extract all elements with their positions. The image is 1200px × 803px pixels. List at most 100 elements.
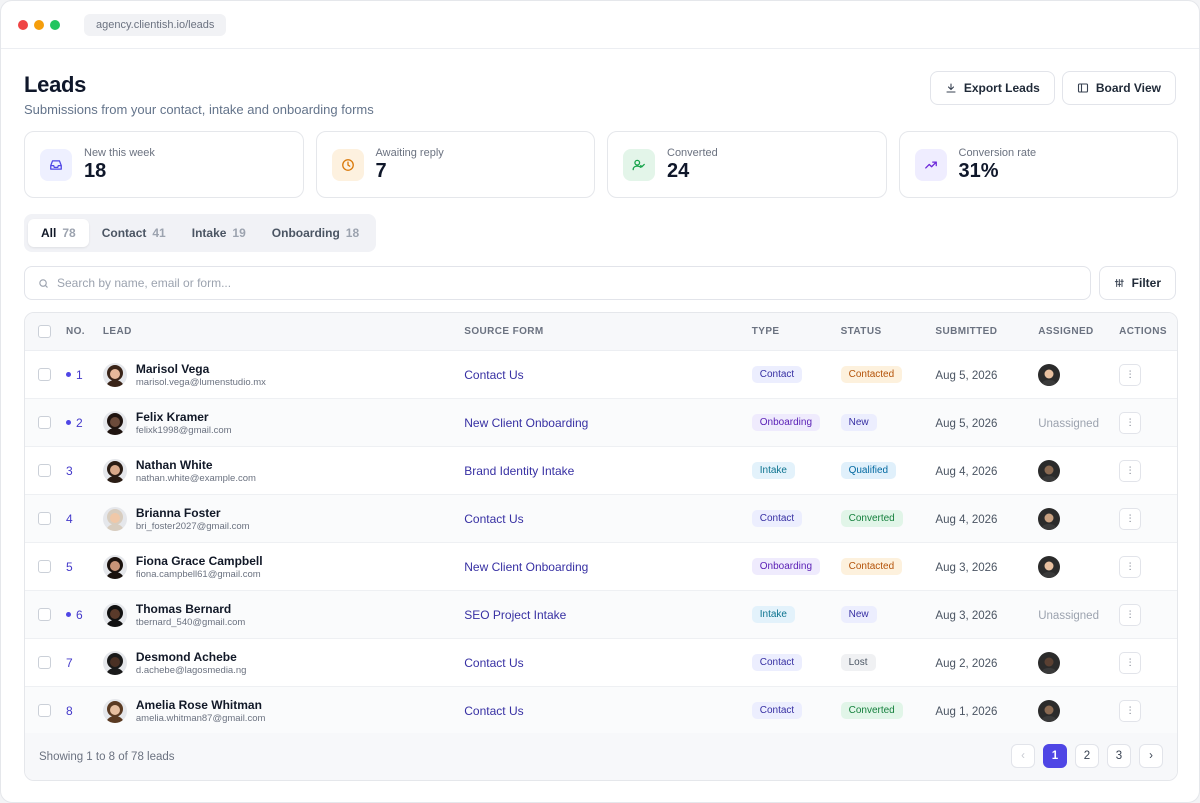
unread-dot <box>65 612 71 617</box>
row-checkbox[interactable] <box>38 608 51 621</box>
status-badge: Converted <box>840 702 903 719</box>
lead-name[interactable]: Brianna Foster <box>135 505 221 520</box>
close-window-icon[interactable] <box>18 19 28 30</box>
board-view-button[interactable]: Board View <box>1061 71 1176 105</box>
assignee-avatar[interactable] <box>1038 507 1061 530</box>
column-header-type[interactable]: TYPE <box>751 326 780 337</box>
avatar <box>102 698 127 723</box>
column-header-assigned[interactable]: ASSIGNED <box>1038 326 1094 337</box>
row-actions-button[interactable]: ⋮ <box>1119 363 1142 386</box>
select-all-checkbox[interactable] <box>38 325 51 338</box>
type-badge: Contact <box>751 510 803 527</box>
source-form-link[interactable]: Contact Us <box>464 367 524 382</box>
table-row[interactable]: 4 Brianna Foster bri_foster2027@gmail.com… <box>25 495 1177 543</box>
status-badge: New <box>840 606 877 623</box>
tab-onboarding[interactable]: Onboarding 18 <box>259 219 372 247</box>
filter-button[interactable]: Filter <box>1099 266 1176 300</box>
tab-intake[interactable]: Intake 19 <box>179 219 259 247</box>
row-actions-button[interactable]: ⋮ <box>1119 459 1142 482</box>
column-header-lead[interactable]: LEAD <box>102 326 132 337</box>
prev-page-button[interactable]: ‹ <box>1011 744 1035 768</box>
page-2-button[interactable]: 2 <box>1075 744 1099 768</box>
status-badge: New <box>840 414 877 431</box>
row-actions-button[interactable]: ⋮ <box>1119 603 1142 626</box>
table-row[interactable]: 8 Amelia Rose Whitman amelia.whitman87@gm… <box>25 687 1177 735</box>
table-row[interactable]: 1 Marisol Vega marisol.vega@lumenstudio.m… <box>25 351 1177 399</box>
lead-name[interactable]: Thomas Bernard <box>135 601 232 616</box>
assignee-avatar[interactable] <box>1038 363 1061 386</box>
minimize-window-icon[interactable] <box>34 19 44 30</box>
stat-card-awaiting: Awaiting reply 7 <box>315 131 595 198</box>
type-badge: Intake <box>751 462 795 479</box>
column-header-no[interactable]: NO. <box>65 326 85 337</box>
row-checkbox[interactable] <box>38 656 51 669</box>
row-actions-button[interactable]: ⋮ <box>1119 411 1142 434</box>
lead-name[interactable]: Marisol Vega <box>135 361 210 376</box>
source-form-link[interactable]: Contact Us <box>464 703 524 718</box>
status-badge: Converted <box>840 510 903 527</box>
column-header-status[interactable]: STATUS <box>840 326 882 337</box>
table-row[interactable]: 2 Felix Kramer felixk1998@gmail.com New C… <box>25 399 1177 447</box>
inbox-icon <box>50 159 62 170</box>
source-form-link[interactable]: SEO Project Intake <box>464 607 567 622</box>
maximize-window-icon[interactable] <box>50 19 60 30</box>
row-checkbox[interactable] <box>38 416 51 429</box>
row-checkbox[interactable] <box>38 512 51 525</box>
assignee-avatar[interactable] <box>1038 699 1061 722</box>
tab-contact[interactable]: Contact 41 <box>89 219 179 247</box>
more-vertical-icon: ⋮ <box>1125 513 1135 523</box>
source-form-link[interactable]: Contact Us <box>464 655 524 670</box>
lead-name[interactable]: Felix Kramer <box>135 409 209 424</box>
lead-email: felixk1998@gmail.com <box>135 424 232 436</box>
submitted-date: Aug 3, 2026 <box>935 609 998 622</box>
next-page-button[interactable]: › <box>1139 744 1163 768</box>
source-form-link[interactable]: New Client Onboarding <box>464 415 589 430</box>
lead-name[interactable]: Amelia Rose Whitman <box>135 697 262 712</box>
status-badge: Qualified <box>840 462 897 479</box>
search-input[interactable] <box>57 276 957 290</box>
source-form-link[interactable]: New Client Onboarding <box>464 559 589 574</box>
table-row[interactable]: 3 Nathan White nathan.white@example.com B… <box>25 447 1177 495</box>
avatar <box>102 410 127 435</box>
lead-name[interactable]: Fiona Grace Campbell <box>135 553 263 568</box>
row-number: 6 <box>75 607 83 622</box>
tab-count: 78 <box>62 226 76 240</box>
table-row[interactable]: 6 Thomas Bernard tbernard_540@gmail.com S… <box>25 591 1177 639</box>
unread-dot <box>65 420 71 425</box>
more-vertical-icon: ⋮ <box>1125 417 1135 427</box>
avatar <box>102 650 127 675</box>
tab-all[interactable]: All 78 <box>28 219 89 247</box>
tab-label: All <box>41 226 57 240</box>
row-actions-button[interactable]: ⋮ <box>1119 507 1142 530</box>
export-leads-button[interactable]: Export Leads <box>929 71 1055 105</box>
stat-value: 18 <box>84 159 107 182</box>
status-badge: Lost <box>840 654 876 671</box>
row-checkbox[interactable] <box>38 464 51 477</box>
address-bar[interactable]: agency.clientish.io/leads <box>84 13 227 36</box>
lead-email: nathan.white@example.com <box>135 472 256 484</box>
column-header-submitted[interactable]: SUBMITTED <box>935 326 998 337</box>
submitted-date: Aug 2, 2026 <box>935 657 998 670</box>
unread-dot <box>65 372 71 377</box>
row-actions-button[interactable]: ⋮ <box>1119 699 1142 722</box>
assignee-avatar[interactable] <box>1038 555 1061 578</box>
assignee-unassigned[interactable]: Unassigned <box>1038 417 1099 430</box>
row-checkbox[interactable] <box>38 560 51 573</box>
lead-name[interactable]: Nathan White <box>135 457 213 472</box>
source-form-link[interactable]: Contact Us <box>464 511 524 526</box>
row-checkbox[interactable] <box>38 368 51 381</box>
page-3-button[interactable]: 3 <box>1107 744 1131 768</box>
assignee-avatar[interactable] <box>1038 651 1061 674</box>
lead-name[interactable]: Desmond Achebe <box>135 649 237 664</box>
board-view-label: Board View <box>1095 81 1161 95</box>
page-1-button[interactable]: 1 <box>1043 744 1067 768</box>
table-row[interactable]: 5 Fiona Grace Campbell fiona.campbell61@g… <box>25 543 1177 591</box>
row-actions-button[interactable]: ⋮ <box>1119 651 1142 674</box>
assignee-unassigned[interactable]: Unassigned <box>1038 609 1099 622</box>
row-actions-button[interactable]: ⋮ <box>1119 555 1142 578</box>
table-row[interactable]: 7 Desmond Achebe d.achebe@lagosmedia.ng C… <box>25 639 1177 687</box>
assignee-avatar[interactable] <box>1038 459 1061 482</box>
source-form-link[interactable]: Brand Identity Intake <box>464 463 575 478</box>
column-header-source-form[interactable]: SOURCE FORM <box>464 326 544 337</box>
row-checkbox[interactable] <box>38 704 51 717</box>
